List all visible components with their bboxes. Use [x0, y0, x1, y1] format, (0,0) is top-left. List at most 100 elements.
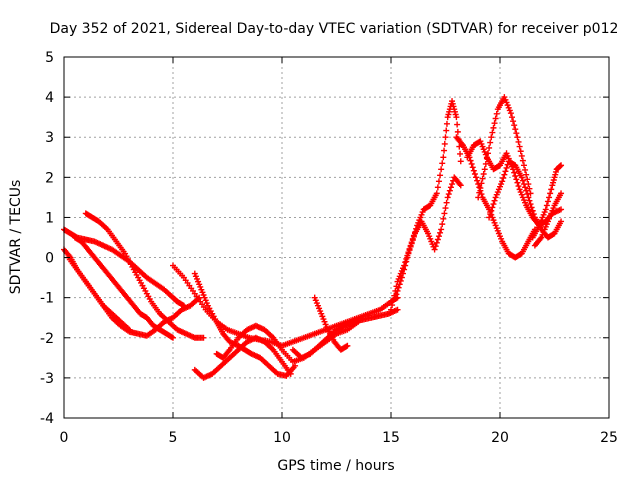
data-point: [432, 243, 439, 250]
data-point: [518, 152, 525, 159]
data-point: [489, 204, 496, 211]
data-point: [507, 110, 514, 117]
data-point: [435, 178, 442, 185]
data-point: [529, 207, 536, 214]
y-tick-label: 3: [45, 130, 54, 146]
data-point: [397, 277, 404, 284]
data-point: [437, 172, 444, 179]
data-point: [457, 150, 464, 157]
data-point: [392, 294, 399, 301]
data-point: [439, 160, 446, 167]
data-point: [394, 306, 401, 313]
data-point: [442, 205, 449, 212]
data-point: [515, 138, 522, 145]
data-point: [518, 174, 525, 181]
data-point: [441, 147, 448, 154]
data-point: [481, 166, 488, 173]
data-point: [528, 204, 535, 211]
data-point: [499, 178, 506, 185]
plot-frame: [63, 56, 610, 419]
data-point: [457, 182, 464, 189]
series-track-4: [65, 254, 133, 333]
data-point: [514, 179, 521, 186]
data-point: [548, 186, 555, 193]
data-point: [398, 274, 405, 281]
data-point: [523, 187, 530, 194]
data-point: [443, 127, 450, 134]
series-track-1: [61, 226, 187, 309]
x-tick-label: 15: [382, 430, 400, 446]
data-point: [503, 164, 510, 171]
data-point: [200, 334, 207, 341]
series-track-6: [170, 262, 401, 349]
x-axis-label: GPS time / hours: [277, 458, 394, 474]
data-point: [520, 162, 527, 169]
data-point: [512, 126, 519, 133]
data-point: [480, 170, 487, 177]
y-axis-ticks: -4 -3 -2 -1 0 1 2 3 4 5: [40, 50, 609, 427]
data-point: [477, 185, 484, 192]
y-tick-label: 1: [45, 210, 54, 226]
data-point: [488, 207, 495, 214]
data-point: [522, 184, 529, 191]
series-track-10: [289, 306, 401, 361]
data-point: [482, 160, 489, 167]
y-tick-label: 4: [45, 90, 54, 106]
series-track-3: [82, 210, 207, 341]
data-point: [487, 211, 494, 218]
data-point: [454, 128, 461, 135]
series-track-18: [529, 162, 565, 241]
data-point: [454, 121, 461, 128]
data-point: [447, 184, 454, 191]
data-point: [344, 342, 351, 349]
data-point: [434, 236, 441, 243]
data-point: [388, 306, 394, 313]
data-point: [488, 134, 495, 141]
y-tick-label: -3: [40, 371, 54, 387]
series-track-17: [486, 158, 565, 241]
data-point: [546, 194, 553, 201]
data-point: [515, 183, 522, 190]
data-point: [433, 190, 440, 197]
data-point: [514, 134, 521, 141]
data-point: [402, 262, 409, 269]
data-point: [513, 130, 520, 137]
data-point: [431, 246, 438, 253]
series-track-2: [61, 246, 203, 339]
data-point: [513, 176, 520, 183]
data-point: [407, 243, 414, 250]
data-point: [491, 197, 498, 204]
data-point: [438, 226, 445, 233]
data-point: [510, 118, 517, 125]
data-point: [403, 258, 410, 265]
data-point: [435, 233, 442, 240]
data-point: [126, 326, 133, 333]
data-point: [449, 181, 456, 188]
data-marks: [61, 94, 565, 381]
data-point: [471, 170, 478, 177]
data-point: [558, 162, 565, 169]
data-point: [478, 180, 485, 187]
y-tick-label: 0: [45, 251, 54, 267]
data-point: [491, 120, 498, 127]
data-point: [410, 233, 417, 240]
data-point: [520, 181, 527, 188]
data-point: [393, 291, 400, 298]
y-tick-label: 2: [45, 170, 54, 186]
y-tick-label: -4: [40, 411, 54, 427]
data-point: [523, 171, 530, 178]
data-point: [543, 202, 550, 209]
data-point: [502, 168, 509, 175]
data-point: [511, 169, 518, 176]
y-tick-label: 5: [45, 50, 54, 66]
data-point: [287, 370, 294, 377]
data-point: [401, 266, 408, 273]
data-point: [453, 114, 460, 121]
data-point: [542, 206, 549, 213]
data-point: [473, 174, 480, 181]
x-tick-label: 20: [491, 430, 509, 446]
series-track-7: [191, 270, 299, 379]
data-point: [444, 194, 451, 201]
data-point: [170, 334, 176, 341]
